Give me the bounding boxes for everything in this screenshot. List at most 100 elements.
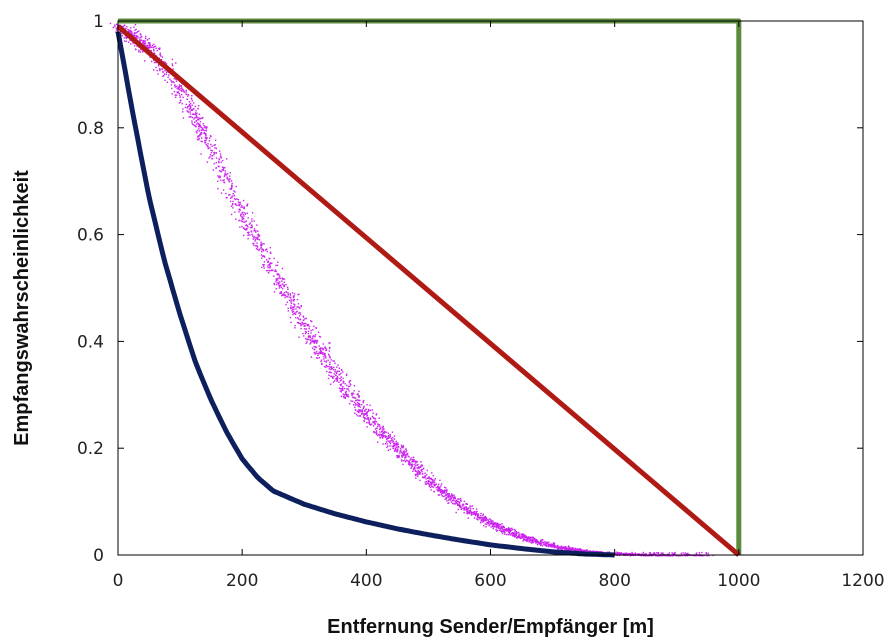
scatter-point bbox=[406, 453, 408, 455]
scatter-point bbox=[180, 88, 182, 90]
scatter-point bbox=[316, 341, 318, 343]
scatter-point bbox=[661, 554, 663, 557]
scatter-point bbox=[197, 119, 200, 121]
scatter-point bbox=[391, 431, 394, 433]
scatter-point bbox=[475, 512, 477, 514]
scatter-point bbox=[233, 198, 236, 200]
scatter-point bbox=[526, 536, 528, 539]
scatter-point bbox=[567, 549, 569, 551]
scatter-point bbox=[431, 479, 434, 481]
scatter-point bbox=[322, 348, 325, 350]
scatter-point bbox=[302, 316, 305, 318]
scatter-point bbox=[463, 509, 465, 511]
scatter-point bbox=[614, 553, 617, 555]
scatter-point bbox=[180, 89, 182, 92]
scatter-point bbox=[545, 544, 547, 547]
scatter-point bbox=[341, 387, 343, 390]
scatter-point bbox=[553, 542, 556, 545]
scatter-point bbox=[274, 270, 276, 272]
scatter-point bbox=[263, 261, 266, 263]
scatter-point bbox=[375, 413, 378, 415]
scatter-point bbox=[260, 244, 263, 246]
scatter-point bbox=[251, 212, 254, 214]
scatter-point bbox=[290, 299, 292, 301]
scatter-point bbox=[459, 505, 461, 507]
scatter-point bbox=[361, 409, 363, 411]
scatter-point bbox=[484, 516, 486, 518]
scatter-point bbox=[469, 510, 471, 512]
scatter-point bbox=[481, 516, 483, 519]
scatter-point bbox=[631, 552, 634, 555]
scatter-point bbox=[254, 238, 257, 241]
scatter-point bbox=[508, 528, 510, 531]
scatter-point bbox=[489, 523, 491, 526]
scatter-point bbox=[310, 320, 312, 322]
scatter-point bbox=[492, 520, 494, 522]
scatter-point bbox=[444, 495, 446, 497]
scatter-point bbox=[309, 336, 312, 339]
scatter-point bbox=[227, 194, 230, 196]
scatter-point bbox=[323, 358, 325, 360]
scatter-point bbox=[460, 497, 462, 500]
scatter-point bbox=[328, 346, 331, 349]
scatter-point bbox=[326, 365, 329, 368]
scatter-point bbox=[347, 385, 350, 388]
scatter-point bbox=[492, 524, 495, 526]
scatter-point bbox=[328, 374, 330, 377]
scatter-point bbox=[185, 89, 187, 92]
scatter-point bbox=[375, 421, 378, 423]
scatter-point bbox=[349, 383, 351, 385]
scatter-point bbox=[333, 373, 335, 375]
scatter-point bbox=[197, 105, 200, 107]
scatter-point bbox=[533, 538, 535, 541]
scatter-point bbox=[272, 269, 274, 272]
scatter-point bbox=[336, 366, 338, 368]
scatter-point bbox=[263, 267, 265, 269]
scatter-point bbox=[256, 237, 258, 240]
scatter-point bbox=[277, 279, 279, 281]
scatter-point bbox=[251, 235, 254, 237]
scatter-point bbox=[149, 44, 151, 47]
scatter-point bbox=[260, 243, 262, 245]
scatter-point bbox=[556, 548, 559, 550]
scatter-point bbox=[181, 87, 183, 89]
scatter-point bbox=[332, 366, 335, 369]
scatter-point bbox=[649, 552, 652, 555]
scatter-point bbox=[300, 324, 302, 327]
scatter-point bbox=[555, 545, 557, 548]
scatter-point bbox=[324, 346, 326, 348]
scatter-point bbox=[359, 409, 362, 411]
scatter-point bbox=[293, 298, 296, 301]
scatter-point bbox=[205, 129, 207, 132]
scatter-point bbox=[306, 341, 308, 343]
scatter-point bbox=[195, 110, 197, 112]
scatter-point bbox=[474, 514, 477, 517]
scatter-point bbox=[148, 37, 150, 40]
scatter-point bbox=[481, 521, 484, 523]
scatter-point bbox=[329, 366, 332, 368]
scatter-point bbox=[273, 283, 276, 286]
scatter-point bbox=[481, 518, 483, 520]
scatter-point bbox=[404, 457, 406, 459]
scatter-point bbox=[665, 554, 667, 557]
scatter-point bbox=[340, 376, 342, 378]
scatter-point bbox=[623, 552, 625, 555]
scatter-point bbox=[137, 35, 139, 37]
scatter-point bbox=[373, 422, 375, 424]
scatter-point bbox=[185, 93, 188, 96]
scatter-point bbox=[492, 527, 494, 530]
scatter-point bbox=[345, 393, 347, 395]
scatter-point bbox=[242, 211, 244, 214]
scatter-point bbox=[415, 461, 417, 463]
scatter-point bbox=[172, 81, 174, 83]
scatter-point bbox=[250, 231, 253, 233]
scatter-point bbox=[239, 215, 242, 217]
scatter-point bbox=[164, 61, 167, 64]
scatter-point bbox=[231, 203, 234, 205]
scatter-point bbox=[217, 160, 220, 163]
scatter-point bbox=[353, 396, 355, 399]
scatter-point bbox=[317, 352, 319, 355]
scatter-point bbox=[140, 36, 143, 38]
scatter-point bbox=[480, 514, 482, 517]
scatter-point bbox=[402, 446, 405, 448]
